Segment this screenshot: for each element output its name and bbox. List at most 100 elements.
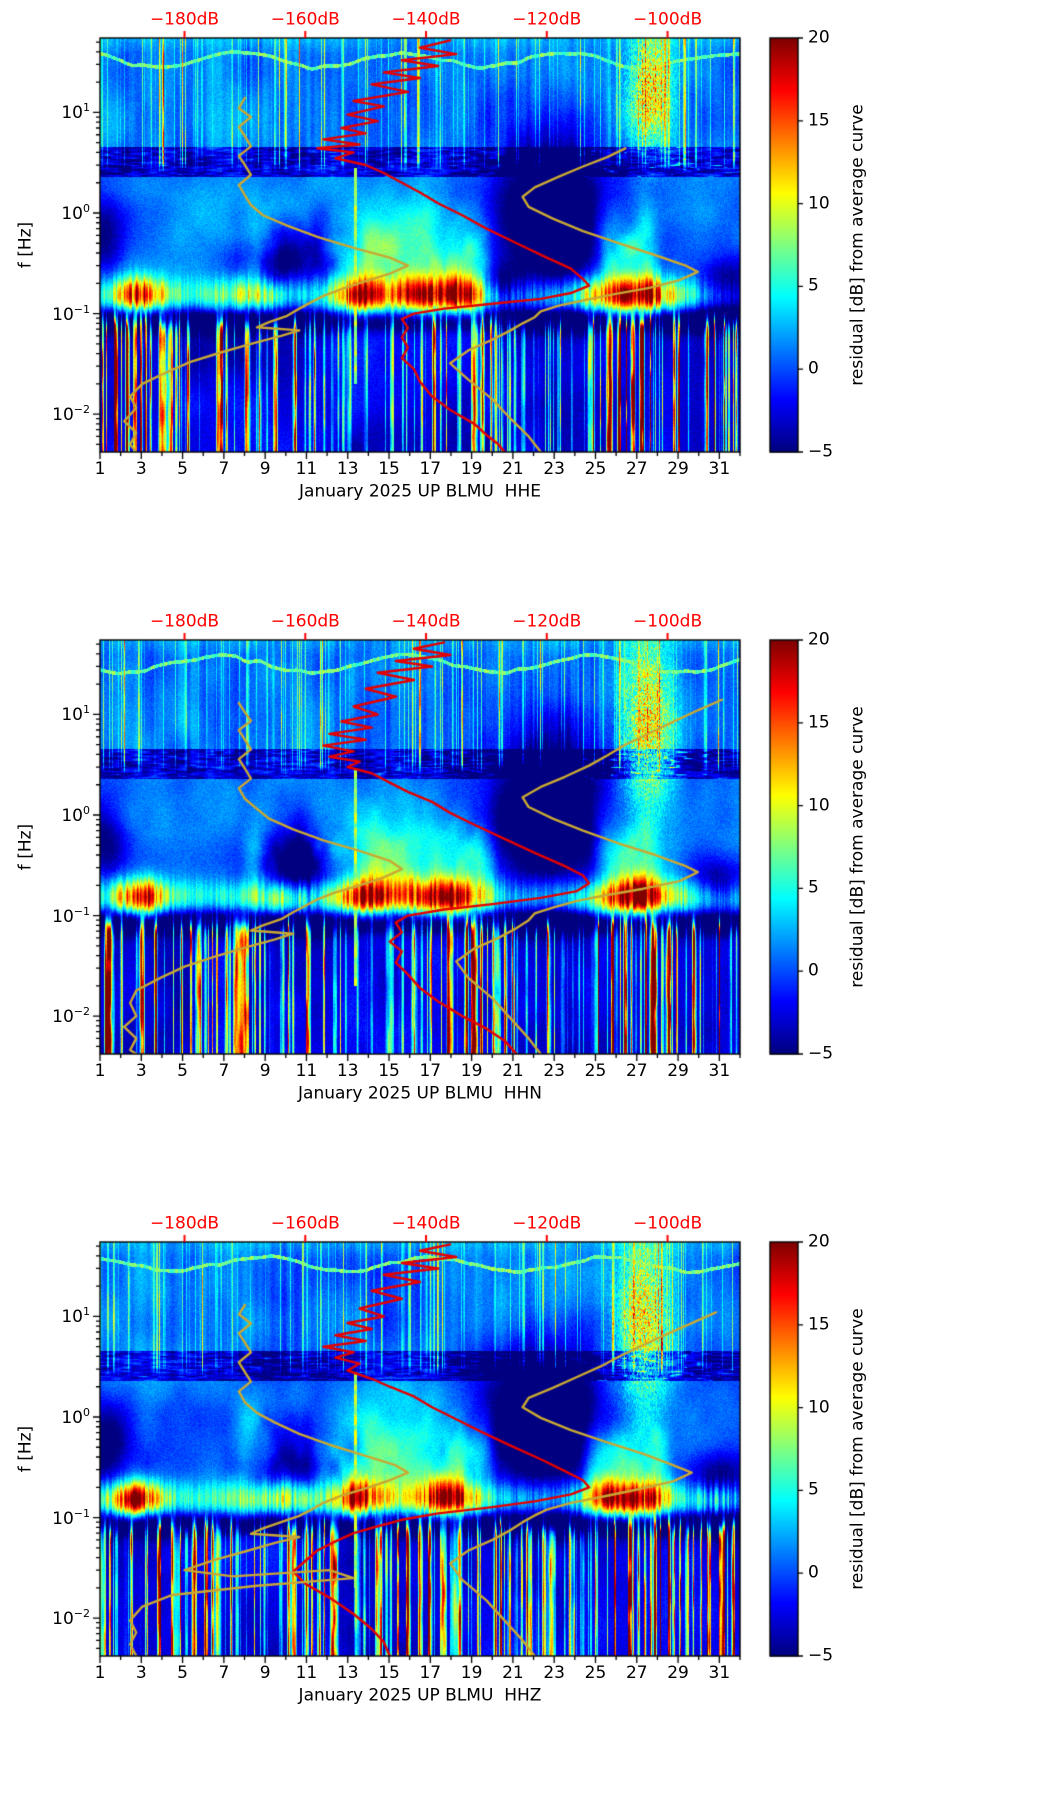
colorbar-tick-label: −5 [808, 441, 834, 462]
colorbar-tick-label: 5 [808, 877, 819, 898]
y-tick-label: 10−2 [52, 1607, 90, 1629]
colorbar-tick-label: 5 [808, 1479, 819, 1500]
spectrogram-canvas-hhn [0, 602, 1052, 1204]
top-axis-tick-label: −100dB [632, 9, 703, 30]
x-tick-label: 21 [502, 1663, 524, 1683]
colorbar-tick-label: −5 [808, 1645, 834, 1666]
x-tick-label: 19 [460, 1061, 483, 1081]
y-tick-label: 101 [61, 1305, 90, 1328]
x-tick-label: 7 [218, 1061, 230, 1081]
x-tick-label: 7 [218, 1663, 230, 1683]
colorbar-tick-label: 10 [808, 193, 830, 214]
colorbar-tick-label: 0 [808, 1562, 819, 1583]
y-tick-label: 101 [61, 703, 90, 726]
x-axis-label-hhe: January 2025 UP BLMU HHE [299, 481, 541, 502]
x-axis-label-hhz: January 2025 UP BLMU HHZ [298, 1685, 542, 1706]
x-tick-label: 5 [177, 1663, 188, 1683]
x-tick-label: 27 [625, 1061, 648, 1081]
x-tick-label: 13 [336, 1061, 359, 1081]
top-axis-tick-label: −140dB [391, 9, 461, 30]
colorbar-tick-label: 15 [808, 712, 830, 733]
colorbar-label-hhn: residual [dB] from average curve [847, 706, 868, 988]
x-axis-label-hhn: January 2025 UP BLMU HHN [298, 1083, 542, 1104]
top-axis-tick-label: −140dB [391, 1213, 461, 1234]
x-tick-label: 21 [502, 1061, 524, 1081]
x-tick-label: 19 [460, 459, 483, 479]
x-tick-label: 11 [295, 1663, 318, 1683]
x-tick-label: 23 [543, 1061, 566, 1081]
x-tick-label: 9 [259, 459, 271, 479]
x-tick-label: 15 [378, 1061, 400, 1081]
x-tick-label: 29 [667, 459, 689, 479]
y-axis-label-hhe: f [Hz] [15, 221, 36, 269]
spectrogram-panel-hhz: January 2025 UP BLMU HHZ f [Hz] residual… [0, 1204, 1052, 1806]
x-tick-label: 23 [543, 459, 566, 479]
x-tick-label: 13 [336, 1663, 359, 1683]
x-tick-label: 1 [94, 1061, 106, 1081]
x-tick-label: 11 [295, 1061, 318, 1081]
x-tick-label: 25 [584, 459, 607, 479]
colorbar-tick-label: 20 [808, 1231, 830, 1252]
top-axis-tick-label: −180dB [149, 611, 220, 632]
x-tick-label: 5 [177, 459, 188, 479]
top-axis-tick-label: −160dB [270, 9, 340, 30]
x-tick-label: 15 [378, 1663, 400, 1683]
x-tick-label: 31 [708, 1663, 731, 1683]
colorbar-tick-label: 10 [808, 1397, 830, 1418]
top-axis-tick-label: −160dB [270, 1213, 340, 1234]
colorbar-tick-label: 10 [808, 795, 830, 816]
colorbar-tick-label: 5 [808, 275, 819, 296]
x-tick-label: 9 [259, 1061, 271, 1081]
x-tick-label: 29 [667, 1061, 689, 1081]
top-axis-tick-label: −120dB [512, 1213, 582, 1234]
x-tick-label: 17 [419, 459, 442, 479]
colorbar-tick-label: 0 [808, 358, 819, 379]
spectrogram-panel-hhe: January 2025 UP BLMU HHE f [Hz] residual… [0, 0, 1052, 602]
colorbar-tick-label: 15 [808, 110, 830, 131]
colorbar-tick-label: 20 [808, 629, 830, 650]
x-tick-label: 23 [543, 1663, 566, 1683]
colorbar-tick-label: 0 [808, 960, 819, 981]
x-tick-label: 27 [625, 459, 648, 479]
y-tick-label: 101 [61, 101, 90, 124]
top-axis-tick-label: −100dB [632, 1213, 703, 1234]
top-axis-tick-label: −140dB [391, 611, 461, 632]
y-tick-label: 100 [61, 804, 90, 826]
y-tick-label: 100 [61, 202, 90, 224]
spectrogram-panel-hhn: January 2025 UP BLMU HHN f [Hz] residual… [0, 602, 1052, 1204]
top-axis-tick-label: −160dB [270, 611, 340, 632]
x-tick-label: 15 [378, 459, 400, 479]
x-tick-label: 3 [135, 1663, 147, 1683]
x-tick-label: 29 [667, 1663, 689, 1683]
spectrogram-canvas-hhz [0, 1204, 1052, 1806]
top-axis-tick-label: −120dB [512, 611, 582, 632]
x-tick-label: 25 [584, 1663, 607, 1683]
colorbar-label-hhe: residual [dB] from average curve [847, 104, 868, 386]
x-tick-label: 25 [584, 1061, 607, 1081]
x-tick-label: 17 [419, 1663, 442, 1683]
x-tick-label: 7 [218, 459, 230, 479]
y-tick-label: 10−2 [52, 403, 90, 425]
y-axis-label-hhn: f [Hz] [15, 823, 36, 871]
y-axis-label-hhz: f [Hz] [15, 1425, 36, 1473]
x-tick-label: 1 [94, 1663, 106, 1683]
x-tick-label: 31 [708, 459, 731, 479]
top-axis-tick-label: −180dB [149, 9, 220, 30]
x-tick-label: 11 [295, 459, 318, 479]
colorbar-tick-label: 15 [808, 1314, 830, 1335]
top-axis-tick-label: −120dB [512, 9, 582, 30]
x-tick-label: 3 [135, 459, 147, 479]
x-tick-label: 31 [708, 1061, 731, 1081]
y-tick-label: 10−2 [52, 1005, 90, 1027]
colorbar-tick-label: 20 [808, 27, 830, 48]
x-tick-label: 1 [94, 459, 106, 479]
x-tick-label: 13 [336, 459, 359, 479]
y-tick-label: 10−1 [52, 302, 90, 325]
top-axis-tick-label: −180dB [149, 1213, 220, 1234]
y-tick-label: 100 [61, 1406, 90, 1428]
x-tick-label: 5 [177, 1061, 188, 1081]
x-tick-label: 3 [135, 1061, 147, 1081]
x-tick-label: 27 [625, 1663, 648, 1683]
spectrogram-canvas-hhe [0, 0, 1052, 602]
